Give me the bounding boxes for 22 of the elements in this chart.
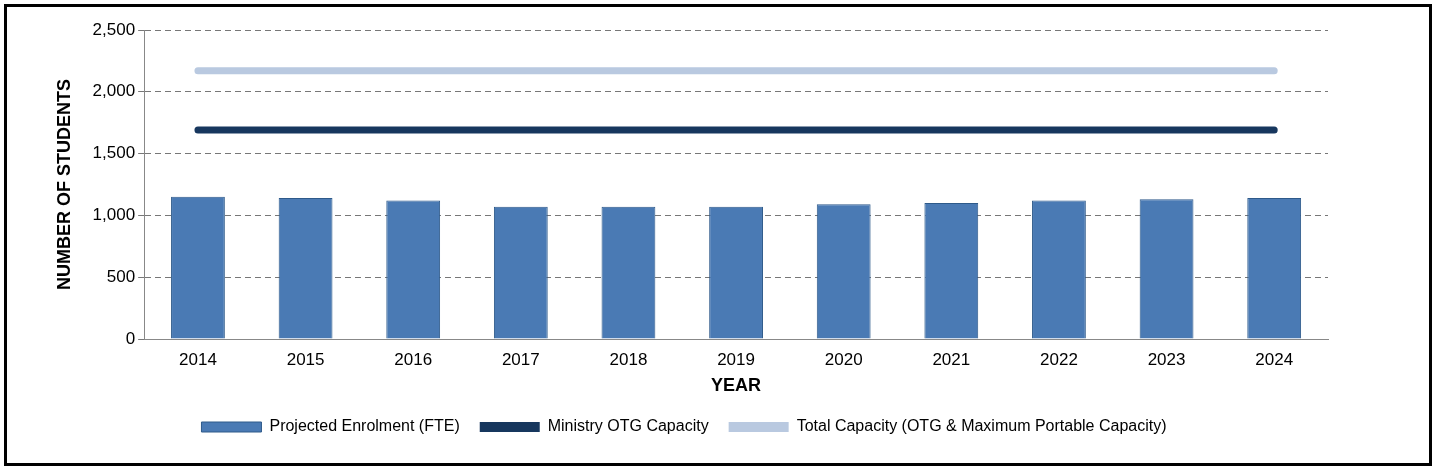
x-tick-label: 2019 bbox=[717, 349, 755, 369]
x-tick-label: 2014 bbox=[179, 349, 217, 369]
y-tick-label: 500 bbox=[106, 266, 136, 286]
legend-label: Projected Enrolment (FTE) bbox=[269, 417, 460, 435]
x-tick-label: 2021 bbox=[932, 349, 971, 369]
x-tick-label: 2024 bbox=[1255, 349, 1294, 369]
y-axis-title: NUMBER OF STUDENTS bbox=[53, 79, 74, 290]
x-tick-label: 2020 bbox=[824, 349, 863, 369]
x-tick-label: 2017 bbox=[501, 349, 540, 369]
x-tick-label: 2023 bbox=[1147, 349, 1186, 369]
x-tick-label: 2022 bbox=[1040, 349, 1078, 369]
x-tick-label: 2016 bbox=[394, 349, 433, 369]
y-tick-label: 2,500 bbox=[92, 19, 136, 39]
x-axis-title: YEAR bbox=[711, 375, 762, 396]
legend-label: Total Capacity (OTG & Maximum Portable Capacity) bbox=[796, 417, 1167, 435]
y-tick-label: 2,000 bbox=[92, 81, 136, 101]
legend-label: Ministry OTG Capacity bbox=[547, 417, 709, 435]
x-tick-label: 2018 bbox=[609, 349, 648, 369]
y-tick-label: 1,500 bbox=[92, 143, 136, 163]
x-tick-label: 2015 bbox=[286, 349, 325, 369]
y-tick-label: 1,000 bbox=[92, 205, 136, 225]
y-tick-label: 0 bbox=[125, 328, 136, 348]
